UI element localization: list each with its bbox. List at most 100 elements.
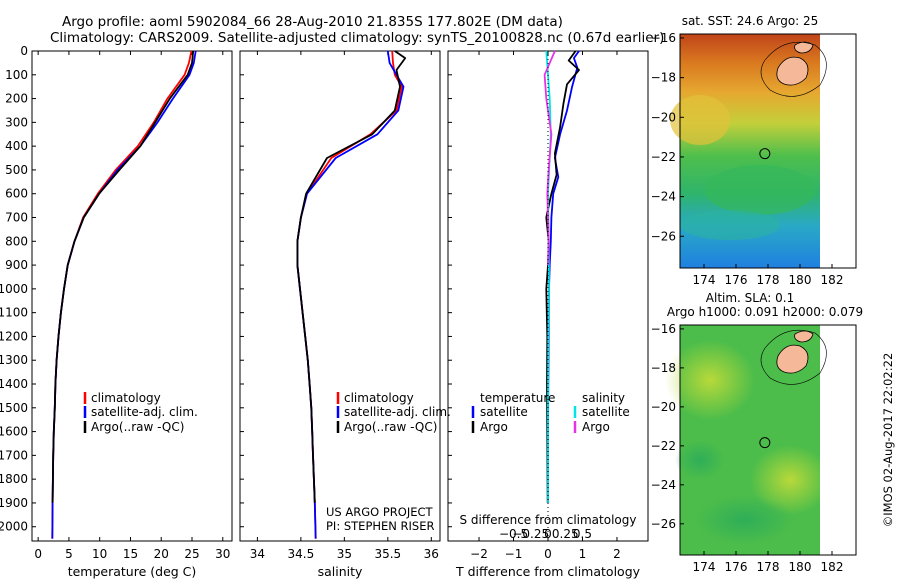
- lat-tick-label: −20: [651, 110, 676, 124]
- s-difference-tick-label: 0.25: [552, 527, 579, 541]
- legend-climatology-label: climatology: [344, 391, 414, 405]
- sst-cool-patch: [670, 95, 730, 145]
- series-line-argo-raw-qc-: [296, 50, 407, 503]
- title-line-1: Argo profile: aoml 5902084_66 28-Aug-201…: [62, 14, 563, 30]
- float-position-marker: [759, 148, 771, 160]
- sla-low-patch-2: [675, 440, 725, 480]
- lon-tick-label: 182: [821, 273, 844, 287]
- salinity-profiles: [296, 50, 407, 539]
- series-line-temperature-satellite: [547, 50, 580, 503]
- depth-tick-label: 200: [5, 92, 28, 106]
- x-tick-label: 35: [337, 547, 352, 561]
- depth-tick-label: 1700: [0, 448, 28, 462]
- lat-tick-label: −16: [651, 322, 676, 336]
- lon-tick-label: 174: [693, 273, 716, 287]
- lat-tick-label: −26: [651, 229, 676, 243]
- legend-temp-satellite-label: satellite: [480, 405, 528, 419]
- x-tick-label: 34: [250, 547, 265, 561]
- series-line-argo-raw-qc-: [51, 50, 195, 503]
- float-position-marker: [759, 437, 771, 449]
- depth-tick-label: 1600: [0, 425, 28, 439]
- salinity-legend: climatology satellite-adj. clim. Argo(..…: [336, 391, 451, 434]
- x-tick-label: 20: [154, 547, 169, 561]
- legend-sal-satellite-label: satellite: [582, 405, 630, 419]
- legend-climatology-label: climatology: [91, 391, 161, 405]
- fiji-island: [776, 56, 809, 86]
- legend-satellite-label: satellite-adj. clim.: [91, 405, 198, 419]
- lat-tick-label: −20: [651, 400, 676, 414]
- bathymetry-contour: [760, 41, 827, 97]
- x-tick-label: 30: [215, 547, 230, 561]
- s-difference-tick-label: −0.25: [512, 527, 549, 541]
- x-tick-label: 0: [544, 547, 552, 561]
- depth-tick-label: 1900: [0, 496, 28, 510]
- lat-tick-label: −24: [651, 478, 676, 492]
- s-difference-tick-label: −0.5: [499, 527, 528, 541]
- sst-land-mask: [820, 34, 856, 268]
- sst-map-axes: 174 176 178 180 182 −16 −18 −20 −22 −24 −26: [651, 31, 844, 287]
- depth-tick-label: 0: [20, 44, 28, 58]
- difference-legend: temperature salinity satellite Argo sate…: [471, 391, 630, 434]
- x-tick-label: 36: [424, 547, 439, 561]
- fiji-island-2: [794, 41, 814, 54]
- depth-tick-label: 1100: [0, 306, 28, 320]
- temperature-x-axis: 0 5 10 15 20 25 30: [34, 51, 230, 561]
- temperature-legend: climatology satellite-adj. clim. Argo(..…: [83, 391, 198, 434]
- depth-tick-label: 100: [5, 68, 28, 82]
- project-credit: US ARGO PROJECT: [326, 505, 434, 519]
- temperature-panel-frame: [31, 50, 233, 542]
- salinity-x-axis: 34 34.5 35 35.5 36: [250, 51, 439, 561]
- x-tick-label: 10: [92, 547, 107, 561]
- depth-tick-label: 600: [5, 187, 28, 201]
- fiji-island: [776, 344, 809, 374]
- depth-tick-label: 500: [5, 163, 28, 177]
- difference-profiles: [543, 50, 580, 503]
- sla-high-patch-2: [750, 445, 830, 515]
- depth-tick-label: 400: [5, 139, 28, 153]
- imos-watermark: ©IMOS 02-Aug-2017 22:02:22: [881, 353, 895, 528]
- legend-salinity-title: salinity: [582, 391, 625, 405]
- pi-credit: PI: STEPHEN RISER: [326, 519, 435, 533]
- x-tick-label: −2: [470, 547, 488, 561]
- s-difference-tick-label: 0: [544, 527, 552, 541]
- sla-map-title-2: Argo h1000: 0.091 h2000: 0.079: [667, 305, 863, 319]
- legend-argo-label: Argo(..raw -QC): [91, 420, 184, 434]
- title-line-2: Climatology: CARS2009. Satellite-adjuste…: [50, 30, 664, 46]
- lon-tick-label: 178: [757, 273, 780, 287]
- x-tick-label: 25: [184, 547, 199, 561]
- salinity-panel-frame: [239, 50, 441, 542]
- sla-high-patch: [665, 340, 755, 420]
- depth-tick-label: 1400: [0, 377, 28, 391]
- lon-tick-label: 176: [725, 273, 748, 287]
- lat-tick-label: −18: [651, 71, 676, 85]
- sst-teal-patch: [680, 210, 780, 240]
- difference-x-axis: −2 −1 0 1 2−0.5−0.250 0.250.5: [470, 51, 621, 561]
- depth-tick-label: 1300: [0, 353, 28, 367]
- legend-sal-argo-label: Argo: [582, 420, 610, 434]
- legend-temperature-title: temperature: [480, 391, 555, 405]
- x-tick-label: 35.5: [374, 547, 401, 561]
- lon-tick-label: 174: [693, 560, 716, 574]
- depth-tick-label: 2000: [0, 520, 28, 534]
- x-tick-label: 34.5: [288, 547, 315, 561]
- lon-tick-label: 180: [789, 560, 812, 574]
- x-tick-label: 5: [65, 547, 73, 561]
- salinity-axis-label: salinity: [318, 564, 363, 579]
- temperature-profiles: [51, 50, 197, 539]
- sla-map-axes: 174 176 178 180 182 −16 −18 −20 −22 −24 −26: [651, 322, 844, 574]
- lon-tick-label: 182: [821, 560, 844, 574]
- depth-axis: 0 100 200 300 400 500 600 700 800 900 1000 1100 1200…: [0, 44, 452, 534]
- depth-tick-label: 1500: [0, 401, 28, 415]
- series-line-satellite-adj-clim-: [51, 50, 197, 539]
- lon-tick-label: 176: [725, 560, 748, 574]
- depth-tick-label: 900: [5, 258, 28, 272]
- lon-tick-label: 178: [757, 560, 780, 574]
- lat-tick-label: −26: [651, 517, 676, 531]
- lat-tick-label: −22: [651, 439, 676, 453]
- series-line-salinity-argo: [543, 50, 556, 266]
- x-tick-label: 0: [34, 547, 42, 561]
- depth-tick-label: 700: [5, 211, 28, 225]
- bathymetry-contour: [760, 329, 827, 385]
- lat-tick-label: −18: [651, 361, 676, 375]
